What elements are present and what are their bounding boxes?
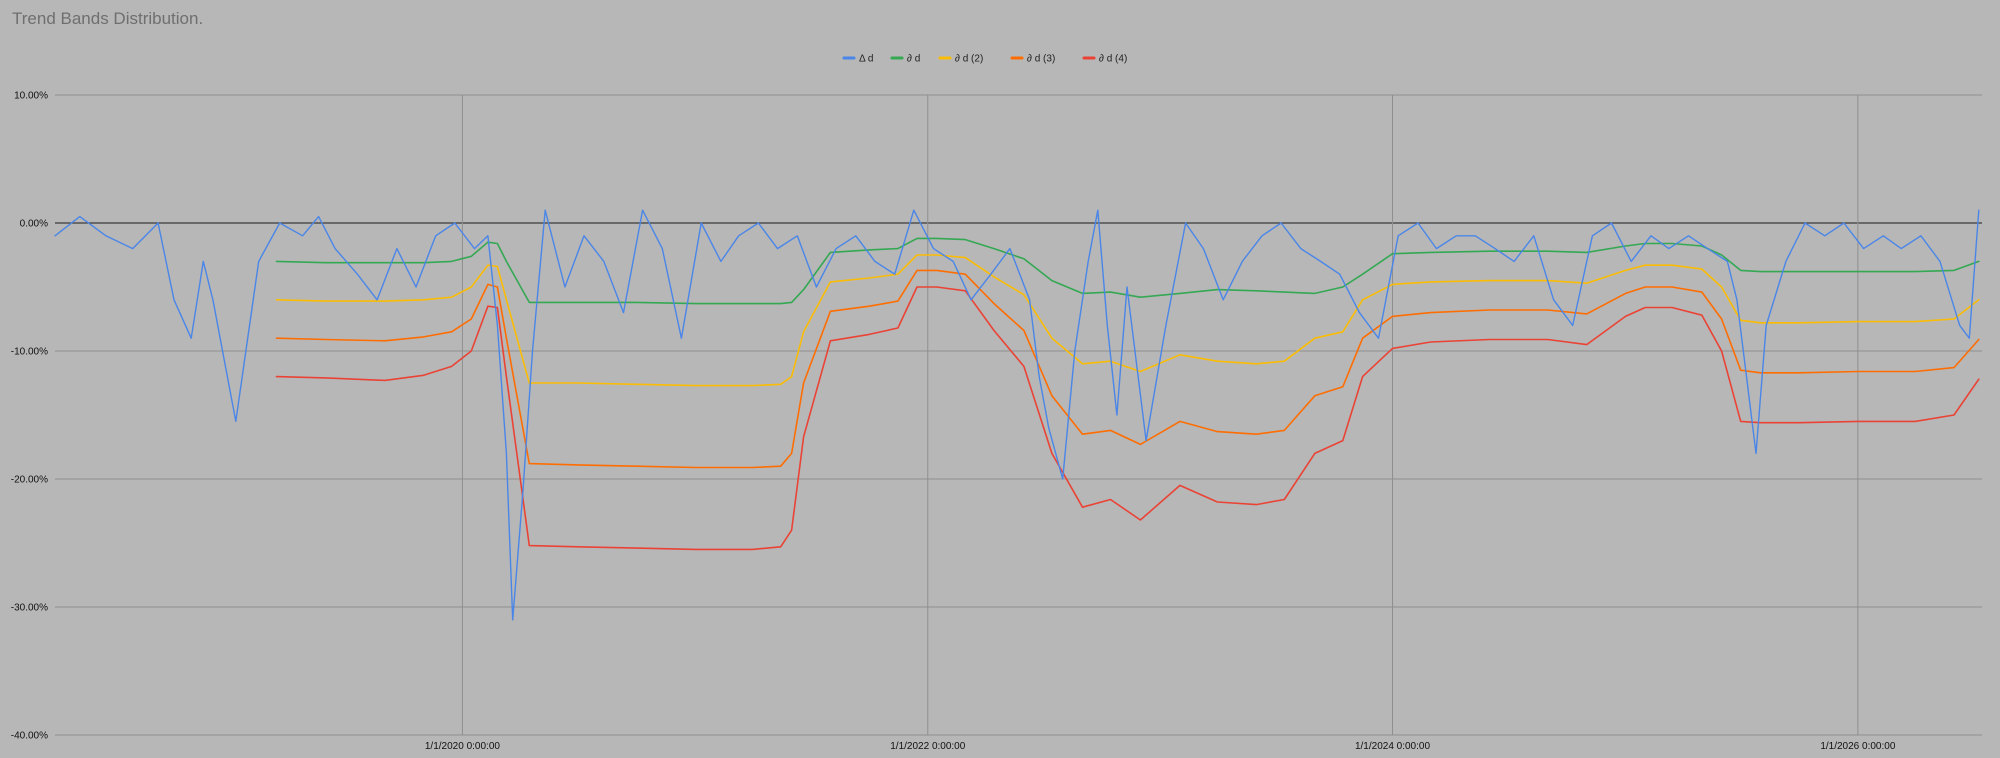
legend-label: ∂ d (2)	[955, 54, 983, 65]
x-tick-label: 1/1/2020 0:00:00	[425, 741, 501, 752]
y-tick-label: -40.00%	[11, 731, 48, 742]
legend-label: Δ d	[859, 54, 873, 65]
gridlines	[55, 94, 1982, 736]
legend: Δ d ∂ d ∂ d (2) ∂ d (3) ∂ d (4)	[842, 54, 1127, 65]
x-tick-label: 1/1/2024 0:00:00	[1355, 741, 1431, 752]
x-tick-label: 1/1/2026 0:00:00	[1820, 741, 1896, 752]
legend-label: ∂ d (3)	[1027, 54, 1055, 65]
y-tick-label: 10.00%	[14, 91, 48, 102]
y-tick-label: -10.00%	[11, 347, 48, 358]
series-line-partial-d-4	[275, 286, 1980, 551]
series-line-partial-d-3	[275, 269, 1980, 469]
chart-title: Trend Bands Distribution.	[12, 9, 203, 28]
x-tick-label: 1/1/2022 0:00:00	[890, 741, 966, 752]
legend-label: ∂ d	[907, 54, 920, 65]
series-line-delta-d	[54, 209, 1980, 621]
series-line-partial-d-1	[275, 237, 1980, 305]
y-tick-label: -20.00%	[11, 475, 48, 486]
series-lines	[54, 209, 1980, 621]
y-tick-label: 0.00%	[20, 219, 48, 230]
series-line-partial-d-2	[275, 254, 1980, 387]
axis-tick-labels: 10.00% 0.00% -10.00% -20.00% -30.00% -40.00% 1…	[11, 91, 1896, 753]
legend-label: ∂ d (4)	[1099, 54, 1127, 65]
y-tick-label: -30.00%	[11, 603, 48, 614]
